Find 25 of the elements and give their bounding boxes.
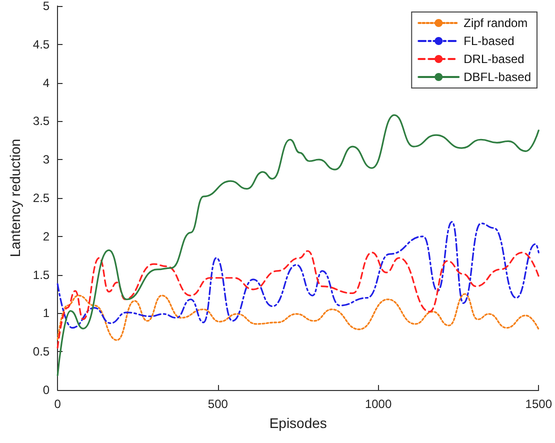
y-tick-label: 3 xyxy=(42,152,50,167)
x-tick-label: 0 xyxy=(54,397,62,411)
line-series xyxy=(56,250,540,349)
y-tick-label: 3.5 xyxy=(32,114,50,128)
y-tick-label: 0 xyxy=(42,383,50,397)
y-axis-title: Lantency reduction xyxy=(7,138,23,258)
y-tick-label: 2.5 xyxy=(32,191,50,205)
line-series xyxy=(56,293,540,341)
x-tick-label: 1500 xyxy=(525,397,552,411)
y-tick-label: 1.5 xyxy=(32,268,50,282)
y-tick-label: 5 xyxy=(42,0,50,13)
line-series xyxy=(56,114,540,376)
legend-label: FL-based xyxy=(464,34,514,48)
y-tick-label: 0.5 xyxy=(32,344,50,359)
x-axis-title: Episodes xyxy=(269,415,327,431)
legend-label: DRL-based xyxy=(464,52,524,66)
x-tick-label: 500 xyxy=(208,397,228,411)
x-tick-label: 1000 xyxy=(364,397,392,411)
line-series xyxy=(56,221,540,329)
legend-label: Zipf random xyxy=(464,16,528,30)
legend-label: DBFL-based xyxy=(464,70,532,84)
y-tick-label: 1 xyxy=(42,306,50,320)
y-tick-label: 4 xyxy=(42,76,50,90)
y-tick-label: 2 xyxy=(42,229,50,244)
y-tick-label: 4.5 xyxy=(32,37,50,52)
